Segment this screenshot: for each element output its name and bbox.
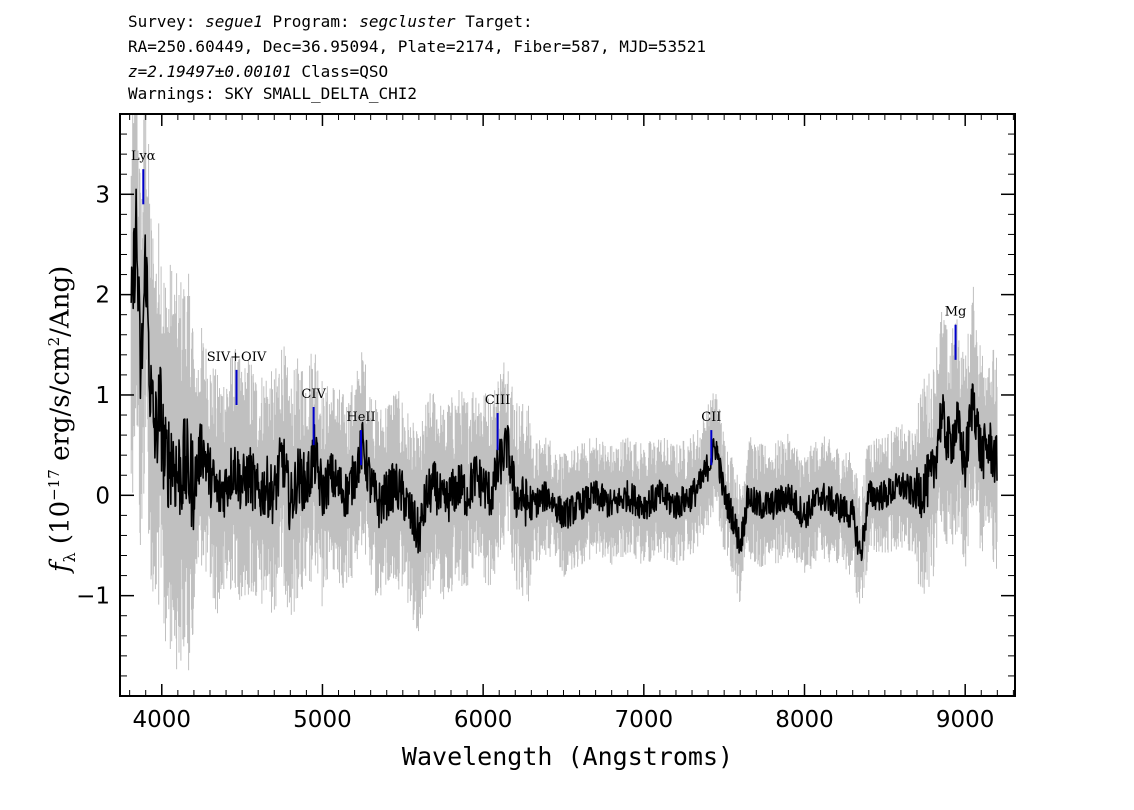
x-tick-label: 6000 [454,707,513,733]
y-axis-title-end: /Ang) [45,265,76,337]
y-tick-label: 2 [95,283,110,309]
target-label: Target: [465,12,533,31]
spectral-lines: Lyα SIV+OIV CIV HeII CIII CII Mg [131,149,967,466]
survey-label: Survey: [128,12,196,31]
x-tick-label: 8000 [775,707,834,733]
spectral-line-label-1: SIV+OIV [207,350,267,365]
y-axis-title: fλ (10−17 erg/s/cm2/Ang) [45,229,79,609]
plot-frame [119,113,1016,697]
header-line-warnings: Warnings: SKY SMALL_DELTA_CHI2 [128,84,417,103]
y-axis-title-units: erg/s/cm [45,346,76,470]
program-value: segcluster [359,12,456,31]
header-line-coordinates: RA=250.60449, Dec=36.95094, Plate=2174, … [128,37,706,56]
header-line-survey: Survey: segue1 Program: segcluster Targe… [128,12,533,32]
y-tick-label: −1 [76,584,110,610]
y-tick-label: 3 [95,182,110,208]
y-axis-title-exp2: 2 [45,336,64,347]
error-band-path [130,114,998,671]
y-axis-title-rest: (10 [45,500,76,553]
y-axis-title-f: f [45,562,76,573]
error-band [130,114,998,671]
class-value: Class=QSO [301,62,389,81]
y-axis-title-exp: −17 [45,469,64,501]
redshift-value: z=2.19497±0.00101 [128,62,292,81]
survey-value: segue1 [205,12,263,31]
x-tick-label: 4000 [133,707,192,733]
flux-series [130,188,998,562]
spectral-line-label-3: HeII [346,410,375,425]
x-axis-title: Wavelength (Angstroms) [401,742,734,771]
flux-line [130,188,998,562]
spectral-line-label-2: CIV [301,387,326,402]
x-tick-label: 9000 [936,707,995,733]
axis-ticks: 4000 5000 6000 7000 8000 9000 −1 0 1 2 3 [76,114,1015,733]
program-label: Program: [272,12,350,31]
y-tick-label: 1 [95,383,110,409]
y-axis-title-sub: λ [59,552,79,563]
spectral-line-label-0: Lyα [131,149,156,164]
spectral-line-label-5: CII [701,410,721,425]
spectral-line-label-4: CIII [485,393,510,408]
x-tick-label: 5000 [293,707,352,733]
y-tick-label: 0 [95,483,110,509]
spectral-line-label-6: Mg [945,305,967,320]
header-line-redshift: z=2.19497±0.00101 Class=QSO [128,62,388,82]
x-tick-label: 7000 [615,707,674,733]
